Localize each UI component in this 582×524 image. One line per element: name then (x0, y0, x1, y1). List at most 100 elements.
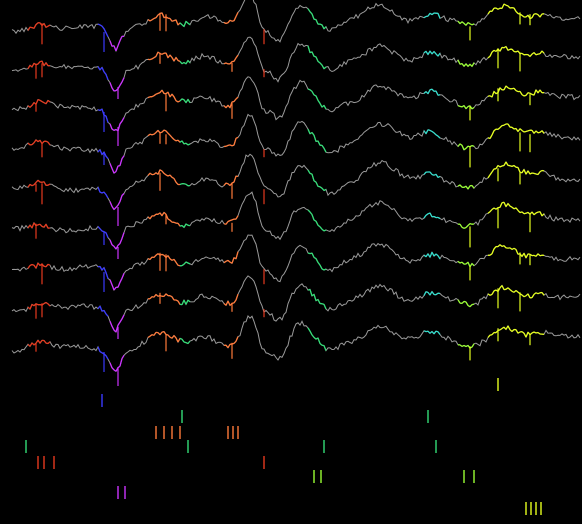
unit-segment (501, 245, 505, 248)
unit-segment (169, 295, 173, 298)
unit-segment (121, 193, 125, 196)
unit-segment (503, 85, 507, 91)
unit-segment (467, 22, 471, 25)
unit-segment (233, 138, 237, 146)
unit-segment (457, 143, 461, 147)
unit-segment (115, 165, 119, 172)
unit-segment (457, 260, 461, 264)
unit-segment (489, 253, 493, 256)
unit-segment (497, 127, 501, 130)
raster-group (25, 378, 542, 515)
unit-segment (319, 103, 323, 108)
unit-segment (465, 225, 469, 229)
unit-segment (323, 229, 327, 232)
unit-segment (533, 254, 537, 257)
unit-segment (467, 261, 471, 268)
unit-segment (187, 143, 191, 146)
unit-segment (27, 142, 31, 146)
unit-segment (433, 51, 437, 55)
unit-segment (233, 175, 237, 183)
unit-segment (169, 54, 173, 58)
unit-segment (533, 292, 537, 295)
unit-segment (429, 88, 433, 91)
unit-segment (35, 99, 39, 105)
unit-segment (153, 332, 157, 336)
unit-segment (511, 126, 515, 130)
unit-segment (433, 215, 437, 219)
unit-segment (109, 201, 113, 207)
unit-segment (103, 231, 107, 234)
unit-segment (105, 194, 109, 199)
unit-segment (225, 62, 229, 65)
unit-segment (235, 215, 239, 220)
unit-segment (169, 219, 173, 223)
unit-segment (427, 12, 431, 17)
unit-segment (111, 168, 115, 174)
unit-segment (319, 226, 323, 230)
unit-segment (307, 45, 311, 53)
unit-segment (493, 128, 497, 132)
unit-segment (431, 130, 435, 134)
unit-segment (231, 144, 235, 147)
unit-segment (431, 291, 435, 295)
unit-segment (163, 331, 167, 335)
unit-segment (321, 268, 325, 271)
unit-segment (527, 293, 531, 299)
unit-segment (425, 129, 429, 134)
unit-segment (183, 223, 187, 228)
unit-segment (311, 252, 315, 258)
unit-segment (507, 203, 511, 207)
unit-segment (505, 161, 509, 166)
unit-segment (497, 164, 501, 168)
unit-segment (499, 165, 503, 168)
unit-segment (29, 304, 33, 310)
unit-segment (29, 104, 33, 108)
unit-segment (103, 71, 107, 75)
unit-segment (513, 7, 517, 12)
unit-segment (179, 337, 183, 340)
unit-segment (177, 139, 181, 143)
unit-segment (103, 191, 107, 196)
unit-segment (37, 223, 41, 226)
unit-segment (515, 90, 519, 93)
unit-segment (491, 49, 495, 53)
unit-segment (105, 355, 109, 360)
unit-segment (103, 267, 107, 273)
unit-segment (183, 21, 187, 27)
unit-segment (165, 130, 169, 134)
unit-segment (487, 137, 491, 140)
unit-segment (493, 289, 497, 292)
unit-segment (471, 106, 475, 110)
unit-segment (501, 326, 505, 330)
unit-segment (509, 205, 513, 208)
unit-segment (531, 93, 535, 96)
unit-segment (487, 293, 491, 296)
unit-segment (437, 135, 441, 139)
unit-segment (491, 332, 495, 336)
unit-segment (509, 247, 513, 250)
unit-segment (155, 51, 159, 57)
unit-segment (155, 253, 159, 256)
unit-segment (149, 334, 153, 337)
unit-segment (147, 258, 151, 261)
unit-segment (29, 263, 33, 267)
unit-segment (171, 137, 175, 140)
unit-segment (37, 262, 41, 266)
unit-segment (187, 99, 191, 103)
unit-segment (541, 50, 545, 54)
unit-segment (515, 329, 519, 334)
unit-segment (151, 133, 155, 136)
unit-segment (525, 92, 529, 96)
unit-segment (109, 279, 113, 285)
unit-segment (517, 167, 521, 173)
unit-segment (537, 171, 541, 175)
unit-segment (515, 289, 519, 293)
unit-segment (469, 23, 473, 26)
unit-segment (31, 142, 35, 146)
unit-segment (323, 26, 327, 30)
unit-segment (105, 313, 109, 317)
unit-segment (489, 209, 493, 213)
unit-segment (157, 129, 161, 134)
unit-segment (119, 278, 123, 283)
